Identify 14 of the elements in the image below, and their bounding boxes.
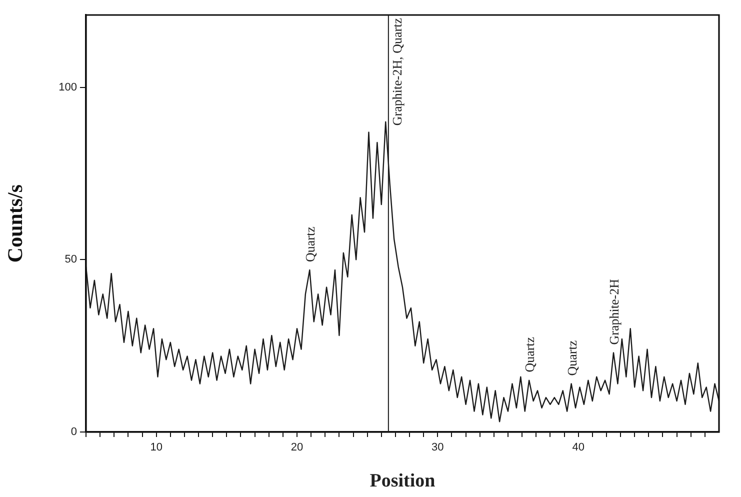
x-tick-label: 10: [150, 442, 162, 454]
y-tick-label: 100: [58, 81, 77, 94]
ref-line-label: Graphite-2H, Quartz: [389, 18, 404, 126]
x-tick-label: 30: [432, 442, 444, 454]
y-tick-label: 50: [64, 254, 77, 266]
x-tick-label: 40: [572, 442, 584, 454]
annotation: Quartz: [522, 336, 538, 372]
x-axis-title: Position: [370, 470, 436, 492]
y-tick-label: 0: [70, 426, 77, 438]
annotation: Graphite-2H: [606, 279, 622, 345]
annotation: Quartz: [564, 340, 580, 376]
annotation: Quartz: [302, 226, 318, 262]
x-tick-label: 20: [290, 442, 304, 454]
y-axis-title: Counts/s: [3, 184, 28, 263]
